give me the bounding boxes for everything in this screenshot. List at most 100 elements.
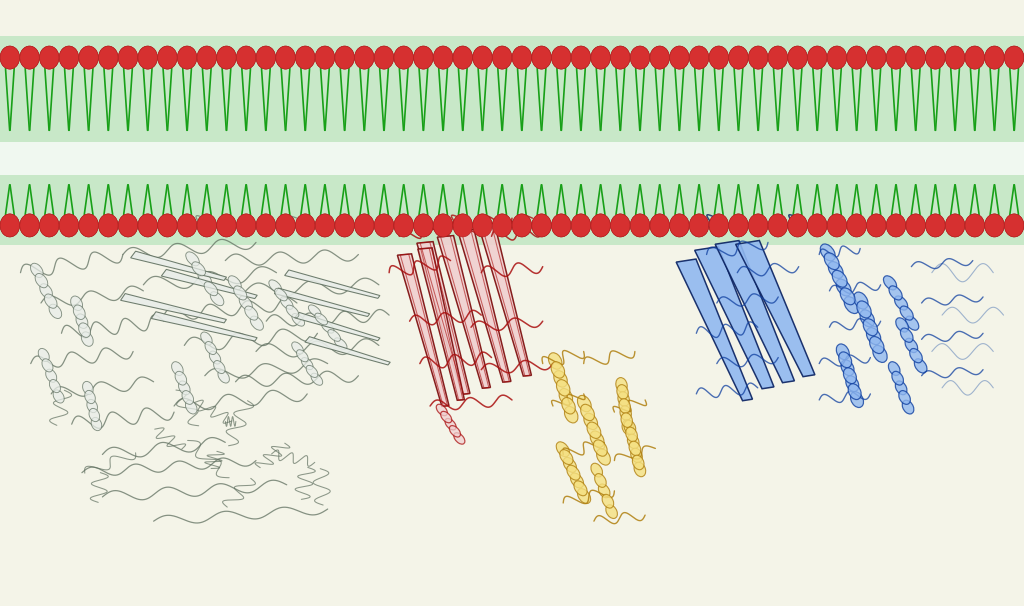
Ellipse shape [1005,46,1024,69]
Polygon shape [121,293,226,323]
Ellipse shape [19,214,39,237]
Ellipse shape [328,330,341,341]
Ellipse shape [493,214,512,237]
Ellipse shape [53,390,65,403]
Ellipse shape [869,336,884,353]
Ellipse shape [218,370,229,383]
Ellipse shape [245,306,258,320]
Ellipse shape [177,214,197,237]
Ellipse shape [512,46,531,69]
Polygon shape [131,251,226,281]
Ellipse shape [233,286,247,300]
Ellipse shape [847,214,866,237]
Ellipse shape [570,473,584,488]
Ellipse shape [906,214,926,237]
Ellipse shape [19,46,39,69]
Ellipse shape [335,46,354,69]
Polygon shape [152,311,257,341]
Ellipse shape [198,271,212,286]
Ellipse shape [322,321,334,333]
Ellipse shape [584,413,598,430]
Polygon shape [478,224,531,376]
Ellipse shape [433,46,453,69]
Ellipse shape [709,214,728,237]
Polygon shape [295,313,380,341]
Ellipse shape [808,214,827,237]
Ellipse shape [275,214,295,237]
Ellipse shape [79,46,98,69]
Ellipse shape [650,214,670,237]
Ellipse shape [79,214,98,237]
Ellipse shape [709,46,728,69]
Ellipse shape [895,296,907,310]
Ellipse shape [749,46,768,69]
Ellipse shape [453,214,472,237]
Ellipse shape [839,352,852,368]
Ellipse shape [985,46,1005,69]
Ellipse shape [217,214,237,237]
Ellipse shape [177,46,197,69]
Ellipse shape [1005,214,1024,237]
Ellipse shape [787,46,807,69]
Ellipse shape [512,46,531,69]
Ellipse shape [562,398,575,414]
Ellipse shape [228,276,242,290]
Ellipse shape [895,381,907,395]
Ellipse shape [315,214,335,237]
Ellipse shape [0,214,19,237]
Ellipse shape [670,46,689,69]
Ellipse shape [119,214,137,237]
Ellipse shape [394,214,414,237]
Ellipse shape [493,46,512,69]
Ellipse shape [375,214,394,237]
Ellipse shape [549,353,562,369]
Ellipse shape [587,422,601,439]
Ellipse shape [846,376,859,391]
Ellipse shape [531,46,551,69]
Ellipse shape [905,316,919,330]
Polygon shape [305,337,390,365]
Ellipse shape [286,305,299,318]
Ellipse shape [81,332,93,346]
Ellipse shape [0,46,19,69]
Ellipse shape [83,381,93,395]
Ellipse shape [670,46,689,69]
Ellipse shape [827,46,847,69]
Ellipse shape [729,214,749,237]
Ellipse shape [281,297,293,309]
Ellipse shape [178,381,190,395]
Ellipse shape [851,391,863,407]
Ellipse shape [256,214,275,237]
Ellipse shape [531,214,551,237]
Ellipse shape [296,214,315,237]
Ellipse shape [311,373,323,385]
Ellipse shape [633,455,644,470]
Ellipse shape [42,359,53,372]
Ellipse shape [414,214,433,237]
Ellipse shape [454,433,465,444]
Ellipse shape [787,46,807,69]
Ellipse shape [59,214,79,237]
Ellipse shape [256,46,275,69]
Ellipse shape [840,288,855,305]
Ellipse shape [591,214,610,237]
Bar [0,36,1024,245]
Ellipse shape [296,46,315,69]
Ellipse shape [892,371,903,385]
Ellipse shape [808,46,827,69]
Ellipse shape [217,46,237,69]
Ellipse shape [560,450,573,465]
Ellipse shape [71,296,83,310]
Ellipse shape [158,46,177,69]
Ellipse shape [615,378,628,392]
Ellipse shape [630,46,649,69]
Ellipse shape [217,46,237,69]
Ellipse shape [453,214,472,237]
Ellipse shape [866,46,886,69]
Ellipse shape [820,244,836,261]
Ellipse shape [602,494,613,508]
Polygon shape [437,236,490,388]
Ellipse shape [98,214,118,237]
Ellipse shape [567,465,580,480]
Ellipse shape [1005,46,1024,69]
